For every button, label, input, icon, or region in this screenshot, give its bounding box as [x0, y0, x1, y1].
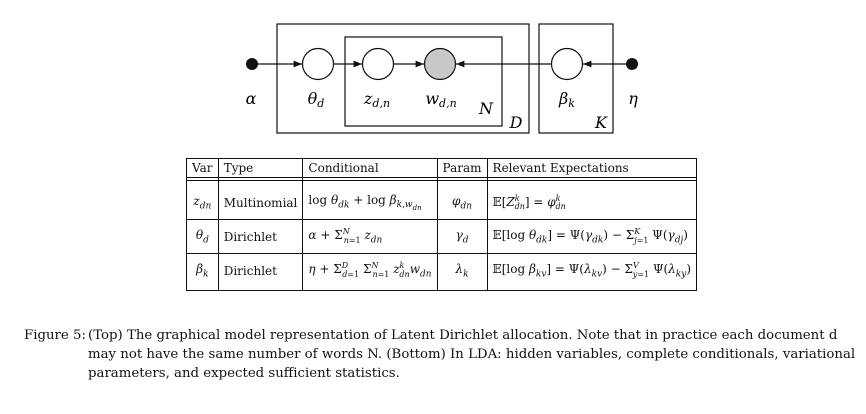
header-expectations: Relevant Expectations [486, 158, 698, 178]
cell-conditional: log θdk + log βk,wdn [302, 180, 438, 220]
figure-caption: Figure 5: (Top) The graphical model repr… [24, 326, 860, 383]
lda-graphical-model: α θd zd,n wd,n βk η N D K [246, 23, 638, 134]
plate-label-K: K [594, 113, 608, 132]
cell-type: Dirichlet [217, 253, 304, 291]
label-eta: η [628, 89, 638, 108]
node-z [361, 47, 395, 81]
table-row: θd Dirichlet α + ΣNn=1 zdn γd 𝔼[log θdk]… [186, 219, 698, 254]
cell-conditional: α + ΣNn=1 zdn [302, 219, 438, 254]
cell-expectation: 𝔼[log βkv] = Ψ(λkv) − ΣVy=1 Ψ(λky) [486, 253, 698, 291]
header-conditional: Conditional [302, 158, 438, 178]
cell-conditional: η + ΣDd=1 ΣNn=1 zkdnwdn [302, 253, 438, 291]
cell-param: λk [436, 253, 488, 291]
cell-param: φdn [436, 180, 488, 220]
label-theta: θd [308, 89, 325, 110]
label-w: wd,n [425, 89, 456, 110]
node-beta [550, 47, 584, 81]
plate-K [538, 23, 614, 134]
cell-var: βk [186, 253, 219, 291]
cell-var: zdn [186, 180, 219, 220]
node-theta [301, 47, 335, 81]
cell-expectation: 𝔼[log θdk] = Ψ(γdk) − ΣKj=1 Ψ(γdj) [486, 219, 698, 254]
plate-label-N: N [478, 99, 494, 118]
cell-type: Dirichlet [217, 219, 304, 254]
cell-type: Multinomial [217, 180, 304, 220]
label-z: zd,n [363, 89, 390, 110]
node-w [423, 47, 457, 81]
table-row: βk Dirichlet η + ΣDd=1 ΣNn=1 zkdnwdn λk … [186, 253, 698, 291]
header-param: Param [436, 158, 488, 178]
plate-label-D: D [509, 113, 523, 132]
node-eta [626, 58, 638, 70]
caption-label: Figure 5: [24, 328, 86, 343]
header-type: Type [217, 158, 304, 178]
lda-variables-table: Var Type Conditional Param Relevant Expe… [186, 158, 698, 291]
cell-param: γd [436, 219, 488, 254]
table-header-row: Var Type Conditional Param Relevant Expe… [186, 158, 698, 178]
plate-D [276, 23, 530, 134]
cell-var: θd [186, 219, 219, 254]
header-var: Var [186, 158, 219, 178]
plate-N [344, 36, 503, 127]
label-alpha: α [246, 89, 257, 108]
node-alpha [246, 58, 258, 70]
label-beta: βk [558, 89, 575, 110]
cell-expectation: 𝔼[Zkdn] = φkdn [486, 180, 698, 220]
caption-text: (Top) The graphical model representation… [88, 328, 856, 381]
table-row: zdn Multinomial log θdk + log βk,wdn φdn… [186, 180, 698, 220]
